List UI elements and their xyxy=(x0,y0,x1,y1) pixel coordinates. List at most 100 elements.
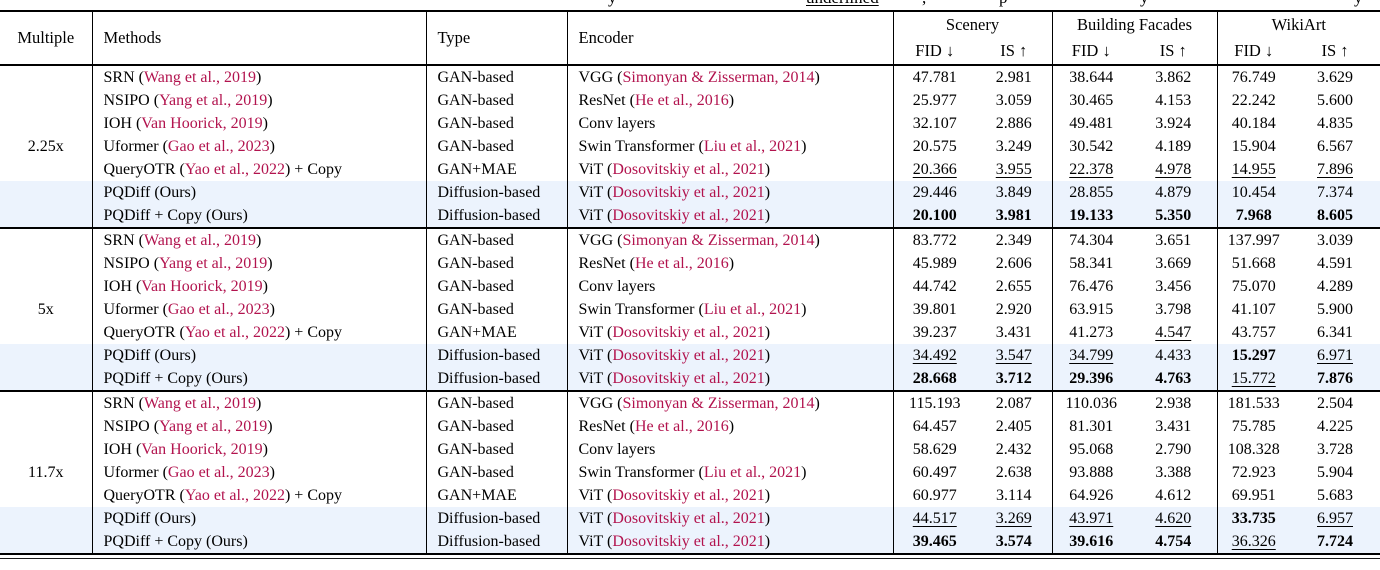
type-label: GAN-based xyxy=(437,278,514,295)
metric-value: 3.431 xyxy=(1155,418,1192,435)
method-cell: Uformer (Gao et al., 2023) xyxy=(92,298,427,321)
metric-cell: 4.225 xyxy=(1290,415,1380,438)
metric-value: 43.971 xyxy=(1069,510,1114,527)
multiple-cell: 5x xyxy=(0,298,93,321)
group-header-scenery: Scenery xyxy=(893,12,1053,38)
metric-value: 2.790 xyxy=(1155,441,1192,458)
metric-cell: 3.849 xyxy=(976,181,1053,204)
metric-value: 4.225 xyxy=(1317,418,1353,435)
type-cell: Diffusion-based xyxy=(426,530,568,553)
metric-cell: 3.269 xyxy=(976,507,1053,530)
multiple-label: 5x xyxy=(37,301,54,318)
metric-cell: 4.153 xyxy=(1130,89,1218,112)
metric-cell: 2.655 xyxy=(976,275,1053,298)
metric-value: 3.981 xyxy=(995,207,1032,224)
method-name: PQDiff (Ours) xyxy=(103,184,197,201)
metric-value: 47.781 xyxy=(912,69,957,86)
metric-value: 3.862 xyxy=(1155,69,1192,86)
type-label: Diffusion-based xyxy=(437,510,541,527)
metric-cell: 7.896 xyxy=(1290,158,1380,181)
metric-value: 2.886 xyxy=(995,115,1032,132)
multiple-cell xyxy=(0,530,93,553)
method-cell: PQDiff + Copy (Ours) xyxy=(92,530,427,553)
metric-cell: 51.668 xyxy=(1217,252,1290,275)
metric-cell: 58.341 xyxy=(1052,252,1130,275)
metric-cell: 3.955 xyxy=(976,158,1053,181)
metric-value: 20.100 xyxy=(912,207,957,224)
metric-cell: 3.059 xyxy=(976,89,1053,112)
metric-value: 10.454 xyxy=(1231,184,1276,201)
method-name-suffix: ) xyxy=(267,92,273,109)
encoder-name: VGG ( xyxy=(578,69,623,86)
method-name: QueryOTR ( xyxy=(103,324,185,341)
encoder-name: VGG ( xyxy=(578,232,623,249)
multiple-cell xyxy=(0,112,93,135)
method-citation: Yao et al., 2022 xyxy=(184,324,285,341)
table-row: SRN (Wang et al., 2019) GAN-based VGG (Sim… xyxy=(0,65,1380,89)
metric-cell: 2.087 xyxy=(976,391,1053,415)
col-header-facades-is: IS ↑ xyxy=(1130,38,1218,65)
metric-value: 4.879 xyxy=(1155,184,1192,201)
multiple-cell xyxy=(0,181,93,204)
metric-cell: 3.456 xyxy=(1130,275,1218,298)
method-cell: IOH (Van Hoorick, 2019) xyxy=(92,275,427,298)
type-cell: GAN-based xyxy=(426,65,568,89)
metric-value: 45.989 xyxy=(912,255,957,272)
metric-cell: 74.304 xyxy=(1052,228,1130,252)
type-cell: GAN+MAE xyxy=(426,484,568,507)
metric-cell: 22.378 xyxy=(1052,158,1130,181)
encoder-name-suffix: ) xyxy=(764,207,771,224)
type-label: GAN-based xyxy=(437,255,514,272)
method-cell: Uformer (Gao et al., 2023) xyxy=(92,461,427,484)
caption-fragment: y xyxy=(1354,0,1363,8)
metric-cell: 3.728 xyxy=(1290,438,1380,461)
type-cell: GAN-based xyxy=(426,461,568,484)
method-name-suffix: ) xyxy=(269,138,275,155)
metric-value: 4.433 xyxy=(1155,347,1192,364)
method-name: NSIPO ( xyxy=(103,418,160,435)
metric-value: 41.107 xyxy=(1231,301,1276,318)
multiple-cell xyxy=(0,415,93,438)
type-cell: Diffusion-based xyxy=(426,181,568,204)
method-name: IOH ( xyxy=(103,278,142,295)
method-cell: SRN (Wang et al., 2019) xyxy=(92,228,427,252)
type-cell: GAN-based xyxy=(426,391,568,415)
metric-value: 38.644 xyxy=(1069,69,1114,86)
metric-cell: 8.605 xyxy=(1290,204,1380,228)
method-cell: PQDiff (Ours) xyxy=(92,507,427,530)
metric-value: 181.533 xyxy=(1227,395,1280,412)
metric-value: 3.629 xyxy=(1317,69,1353,86)
multiple-label: 11.7x xyxy=(28,464,64,481)
method-cell: QueryOTR (Yao et al., 2022) + Copy xyxy=(92,484,427,507)
method-name: PQDiff + Copy (Ours) xyxy=(103,370,248,387)
encoder-citation: Dosovitskiy et al., 2021 xyxy=(612,533,765,550)
encoder-name-suffix: ) xyxy=(764,324,771,341)
encoder-cell: ResNet (He et al., 2016) xyxy=(567,252,894,275)
metric-cell: 64.457 xyxy=(893,415,976,438)
metric-value: 39.237 xyxy=(912,324,957,341)
encoder-citation: Simonyan & Zisserman, 2014 xyxy=(622,69,815,86)
encoder-name-suffix: ) xyxy=(764,533,771,550)
metric-value: 115.193 xyxy=(909,395,961,412)
encoder-name: ViT ( xyxy=(578,161,613,178)
method-citation: Gao et al., 2023 xyxy=(167,464,270,481)
metric-value: 33.735 xyxy=(1231,510,1276,527)
metric-value: 3.039 xyxy=(1317,232,1353,249)
metric-value: 58.629 xyxy=(912,441,957,458)
metric-value: 6.567 xyxy=(1317,138,1353,155)
metric-value: 43.757 xyxy=(1231,324,1276,341)
type-cell: GAN-based xyxy=(426,89,568,112)
metric-value: 15.772 xyxy=(1231,370,1276,387)
block-11.7x: SRN (Wang et al., 2019) GAN-based VGG (Sim… xyxy=(0,391,1380,553)
metric-cell: 5.900 xyxy=(1290,298,1380,321)
metric-cell: 60.497 xyxy=(893,461,976,484)
metric-value: 4.763 xyxy=(1155,370,1192,387)
table-row: SRN (Wang et al., 2019) GAN-based VGG (Sim… xyxy=(0,391,1380,415)
metric-cell: 29.446 xyxy=(893,181,976,204)
method-name-suffix: ) xyxy=(255,232,262,249)
metric-value: 29.446 xyxy=(912,184,957,201)
metric-cell: 15.904 xyxy=(1217,135,1290,158)
metric-cell: 6.341 xyxy=(1290,321,1380,344)
metric-value: 15.904 xyxy=(1231,138,1276,155)
metric-value: 15.297 xyxy=(1231,347,1276,364)
